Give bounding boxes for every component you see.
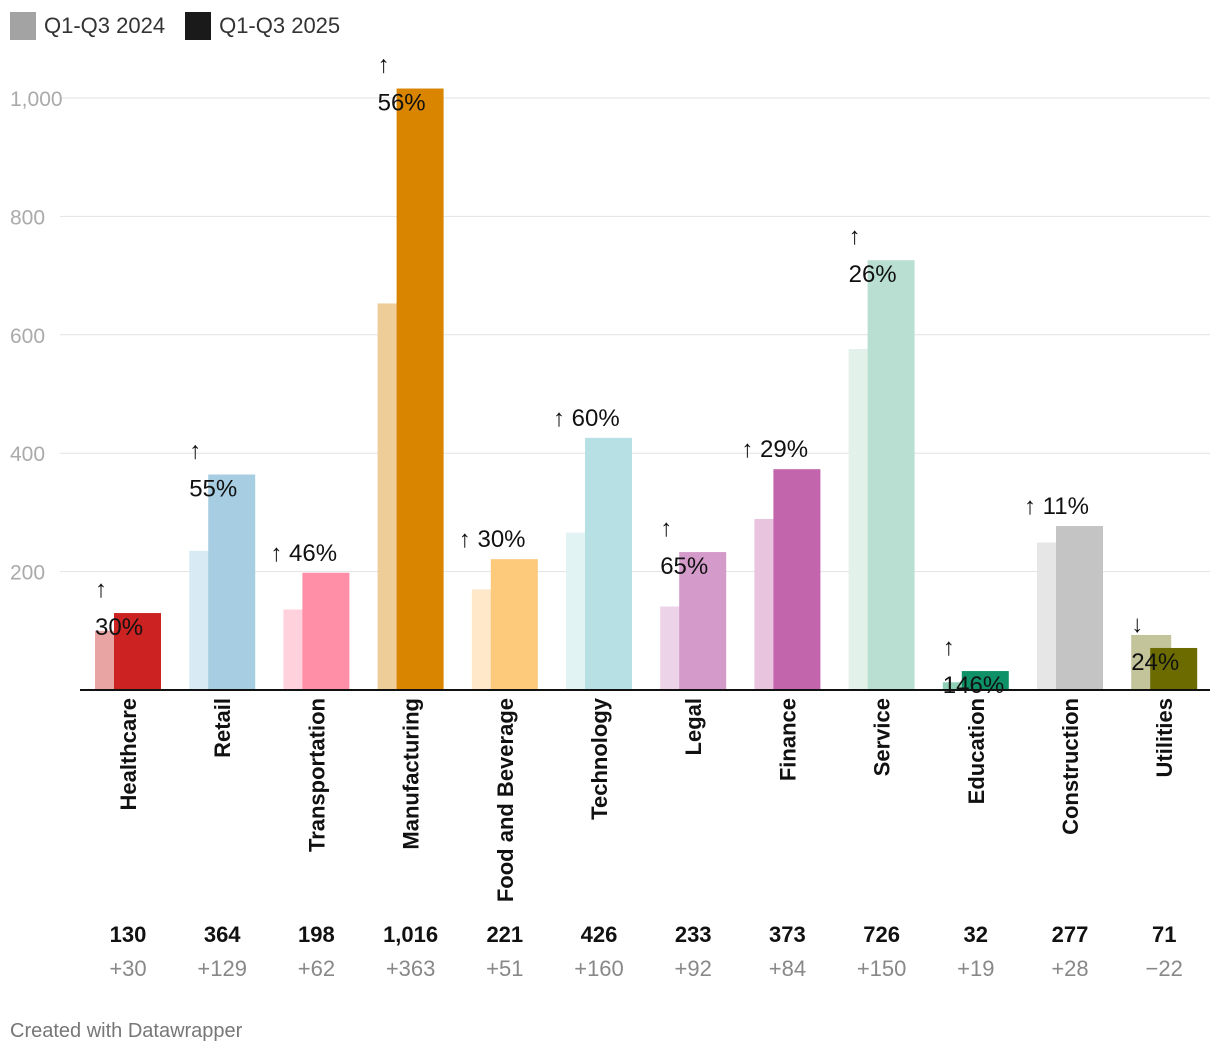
- total-value: 221: [486, 922, 523, 947]
- category-label: Food and Beverage: [493, 698, 518, 902]
- y-tick-label: 600: [10, 325, 45, 348]
- delta-value: +160: [574, 956, 624, 981]
- delta-value: +363: [386, 956, 436, 981]
- delta-value: +51: [486, 956, 523, 981]
- pct-change-label: 146%: [943, 672, 1004, 699]
- pct-change-label: 30%: [95, 614, 143, 641]
- y-tick-label: 200: [10, 562, 45, 585]
- bar-2025: [585, 437, 632, 690]
- bar-2025: [302, 572, 350, 690]
- bar-2025: [208, 474, 256, 690]
- delta-value: +30: [109, 956, 146, 981]
- delta-value: +129: [197, 956, 247, 981]
- bar-2025: [490, 559, 538, 690]
- y-tick-label: 1,000: [10, 88, 63, 111]
- pct-change-arrow: ↑: [943, 634, 955, 661]
- pct-change-label: 24%: [1131, 649, 1179, 676]
- bar-2025: [396, 88, 444, 690]
- category-label: Manufacturing: [399, 698, 424, 850]
- bar-2025: [961, 671, 1009, 690]
- total-value: 426: [581, 922, 618, 947]
- delta-value: +84: [769, 956, 806, 981]
- category-label: Utilities: [1152, 698, 1177, 777]
- legend: Q1-Q3 2024 Q1-Q3 2025: [10, 12, 340, 40]
- bar-chart: 200 400 600 800 1,000 ↑ 30% Healthcare 130 +30 ↑ 55…: [10, 52, 1210, 981]
- category-label: Construction: [1058, 698, 1083, 835]
- pct-change-label: ↑ 60%: [553, 405, 620, 432]
- legend-swatch-2024: [10, 12, 36, 40]
- delta-value: +92: [675, 956, 712, 981]
- pct-change-label: 55%: [189, 476, 237, 503]
- category-label: Finance: [775, 698, 800, 781]
- bar-2025: [1150, 647, 1198, 690]
- pct-change-arrow: ↓: [1131, 611, 1143, 638]
- category-label: Transportation: [304, 698, 329, 852]
- pct-change-label: ↑ 29%: [741, 436, 808, 463]
- pct-change-label: ↑ 11%: [1024, 493, 1089, 520]
- legend-label-2024: Q1-Q3 2024: [44, 13, 166, 38]
- category-label: Legal: [681, 698, 706, 755]
- bar-2025: [867, 260, 915, 690]
- bar-2025: [679, 552, 727, 690]
- total-value: 726: [863, 922, 900, 947]
- pct-change-label: 56%: [378, 90, 426, 117]
- bar-2025: [114, 613, 161, 690]
- category-label: Technology: [587, 697, 612, 820]
- delta-value: +62: [298, 956, 335, 981]
- pct-change-label: ↑ 30%: [459, 526, 526, 553]
- delta-value: −22: [1146, 956, 1183, 981]
- pct-change-arrow: ↑: [189, 438, 201, 465]
- total-value: 277: [1052, 922, 1089, 947]
- delta-value: +150: [857, 956, 907, 981]
- legend-label-2025: Q1-Q3 2025: [219, 13, 341, 38]
- bar-2025: [1056, 526, 1103, 690]
- bar-2025: [773, 469, 821, 690]
- category-label: Service: [870, 698, 895, 776]
- pct-change-label: 26%: [849, 261, 897, 288]
- footer-credit: Created with Datawrapper: [10, 1020, 243, 1042]
- total-value: 198: [298, 922, 335, 947]
- legend-swatch-2025: [185, 12, 212, 40]
- total-value: 364: [204, 922, 241, 947]
- delta-value: +28: [1051, 956, 1088, 981]
- total-value: 233: [675, 922, 712, 947]
- category-label: Education: [964, 698, 989, 804]
- category-label: Retail: [210, 698, 235, 758]
- total-value: 373: [769, 922, 806, 947]
- y-tick-label: 800: [10, 206, 45, 229]
- total-value: 71: [1152, 922, 1176, 947]
- total-value: 32: [964, 922, 988, 947]
- legend-item-2024[interactable]: Q1-Q3 2024: [10, 12, 165, 40]
- y-tick-label: 400: [10, 443, 45, 466]
- category-label: Healthcare: [116, 698, 141, 811]
- pct-change-arrow: ↑: [849, 223, 861, 250]
- pct-change-arrow: ↑: [660, 515, 672, 542]
- legend-item-2025[interactable]: Q1-Q3 2025: [185, 12, 340, 40]
- total-value: 130: [110, 922, 147, 947]
- total-value: 1,016: [383, 922, 438, 947]
- pct-change-arrow: ↑: [378, 52, 390, 79]
- pct-change-arrow: ↑: [95, 576, 107, 603]
- delta-value: +19: [957, 956, 994, 981]
- pct-change-label: 65%: [660, 553, 708, 580]
- pct-change-label: ↑ 46%: [270, 540, 337, 567]
